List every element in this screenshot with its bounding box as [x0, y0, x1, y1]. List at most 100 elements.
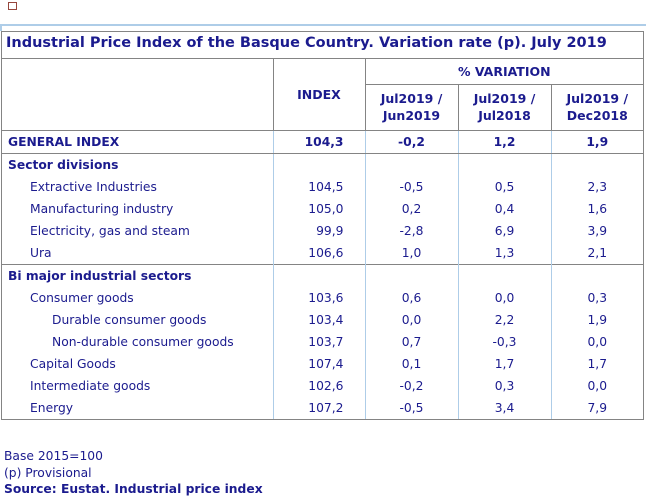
row-label-cell: Capital Goods: [2, 353, 273, 375]
row-label: Durable consumer goods: [52, 312, 207, 327]
row-variation-vs-prev-year: 1,7: [457, 352, 551, 375]
row-variation-vs-dec: 0,0: [550, 330, 644, 353]
row-label-cell: Extractive Industries: [2, 176, 273, 198]
footnote-base: Base 2015=100: [4, 449, 103, 463]
row-variation-vs-dec: 1,9: [550, 308, 644, 331]
row-label: Electricity, gas and steam: [30, 223, 190, 238]
row-index-value: 103,7: [272, 330, 365, 353]
row-variation-vs-prev-year: 1,2: [457, 130, 551, 154]
table-row: Manufacturing industry 105,0 0,2 0,4 1,6: [2, 197, 644, 220]
top-divider-rule-tick: [0, 26, 2, 31]
row-index-value: 103,4: [272, 308, 365, 331]
row-label: Consumer goods: [30, 290, 134, 305]
table-row: GENERAL INDEX 104,3 -0,2 1,2 1,9: [2, 130, 644, 154]
row-index-value: 102,6: [272, 374, 365, 397]
row-variation-vs-prev-month: 1,0: [364, 241, 458, 264]
row-label: Intermediate goods: [30, 378, 151, 393]
row-label-cell: Bi major industrial sectors: [2, 263, 273, 287]
row-variation-vs-prev-month: 0,1: [364, 352, 458, 375]
row-label: Ura: [30, 245, 52, 260]
period-bottom-label: Jun2019: [382, 108, 441, 123]
table-row: Extractive Industries 104,5 -0,5 0,5 2,3: [2, 175, 644, 198]
period-bottom-label: Jul2018: [478, 108, 531, 123]
table-row: Electricity, gas and steam 99,9 -2,8 6,9…: [2, 219, 644, 242]
row-variation-vs-dec: 1,6: [550, 197, 644, 220]
row-label-cell: Manufacturing industry: [2, 198, 273, 220]
period-top-label: Jul2019 /: [380, 91, 443, 106]
row-variation-vs-prev-year: 0,5: [457, 175, 551, 198]
row-label-cell: GENERAL INDEX: [2, 130, 273, 154]
row-index-value: 106,6: [272, 241, 365, 264]
row-label: Non-durable consumer goods: [52, 334, 234, 349]
row-label: GENERAL INDEX: [8, 134, 120, 149]
column-header-period-year: Jul2019 / Jul2018: [457, 83, 551, 131]
row-label-cell: Non-durable consumer goods: [2, 331, 273, 353]
row-variation-vs-prev-month: -0,2: [364, 374, 458, 397]
row-label-cell: Energy: [2, 397, 273, 419]
row-index-value: 104,5: [272, 175, 365, 198]
row-index-value: 105,0: [272, 197, 365, 220]
price-index-report: Industrial Price Index of the Basque Cou…: [1, 31, 644, 420]
header-row-variation: INDEX % VARIATION: [2, 58, 644, 131]
table-row: Intermediate goods 102,6 -0,2 0,3 0,0: [2, 374, 644, 397]
row-label-cell: Durable consumer goods: [2, 309, 273, 331]
row-variation-vs-prev-month: 0,2: [364, 197, 458, 220]
column-header-period-month: Jul2019 / Jun2019: [364, 83, 458, 131]
period-bottom-label: Dec2018: [566, 108, 628, 123]
column-header-index: INDEX: [272, 58, 366, 131]
column-header-period-ytd: Jul2019 / Dec2018: [550, 83, 644, 131]
row-label: Capital Goods: [30, 356, 116, 371]
table-row: Capital Goods 107,4 0,1 1,7 1,7: [2, 352, 644, 375]
period-top-label: Jul2019 /: [566, 91, 629, 106]
table-row: Durable consumer goods 103,4 0,0 2,2 1,9: [2, 308, 644, 331]
row-label-cell: Ura: [2, 242, 273, 265]
row-label-cell: Intermediate goods: [2, 375, 273, 397]
row-variation-vs-prev-month: 0,0: [364, 308, 458, 331]
row-variation-vs-prev-month: -2,8: [364, 219, 458, 242]
row-variation-vs-dec: 7,9: [550, 396, 644, 419]
row-variation-vs-dec: 0,0: [550, 374, 644, 397]
table-row: Sector divisions: [2, 152, 644, 176]
row-variation-vs-prev-year: [457, 263, 551, 287]
row-variation-vs-dec: 1,7: [550, 352, 644, 375]
period-top-label: Jul2019 /: [473, 91, 536, 106]
row-variation-vs-dec: [550, 263, 644, 287]
row-variation-vs-dec: 0,3: [550, 286, 644, 309]
row-variation-vs-dec: 2,1: [550, 241, 644, 264]
row-variation-vs-prev-month: [364, 263, 458, 287]
header-row-periods: Jul2019 / Jun2019 Jul2019 / Jul2018 Jul2…: [2, 83, 644, 131]
table-row: Energy 107,2 -0,5 3,4 7,9: [2, 396, 644, 419]
table-row: Consumer goods 103,6 0,6 0,0 0,3: [2, 286, 644, 309]
row-variation-vs-prev-year: -0,3: [457, 330, 551, 353]
row-variation-vs-prev-year: 6,9: [457, 219, 551, 242]
row-variation-vs-prev-month: 0,6: [364, 286, 458, 309]
footnote-source: Source: Eustat. Industrial price index: [4, 482, 263, 496]
row-variation-vs-prev-month: -0,2: [364, 130, 458, 154]
row-label-cell: Electricity, gas and steam: [2, 220, 273, 242]
table-row: Non-durable consumer goods 103,7 0,7 -0,…: [2, 330, 644, 353]
row-variation-vs-prev-month: 0,7: [364, 330, 458, 353]
row-index-value: 104,3: [272, 130, 365, 154]
row-variation-vs-dec: 1,9: [550, 130, 644, 154]
row-index-value: [272, 263, 365, 287]
row-index-value: 103,6: [272, 286, 365, 309]
page-title: Industrial Price Index of the Basque Cou…: [2, 32, 643, 59]
row-variation-vs-prev-month: [364, 152, 458, 176]
row-index-value: [272, 152, 365, 176]
broken-image-icon: [8, 2, 17, 10]
header-label-spacer: [2, 58, 273, 131]
top-divider-rule: [0, 24, 646, 26]
row-variation-vs-dec: 2,3: [550, 175, 644, 198]
row-index-value: 107,2: [272, 396, 365, 419]
row-variation-vs-dec: 3,9: [550, 219, 644, 242]
row-variation-vs-prev-year: [457, 152, 551, 176]
table-row: Bi major industrial sectors: [2, 263, 644, 287]
row-variation-vs-prev-year: 2,2: [457, 308, 551, 331]
footnotes: Base 2015=100 (p) Provisional Source: Eu…: [4, 448, 263, 498]
row-index-value: 107,4: [272, 352, 365, 375]
row-label-cell: Sector divisions: [2, 152, 273, 176]
row-variation-vs-prev-year: 3,4: [457, 396, 551, 419]
footnote-provisional: (p) Provisional: [4, 465, 92, 480]
column-group-header-variation: % VARIATION: [365, 58, 644, 85]
